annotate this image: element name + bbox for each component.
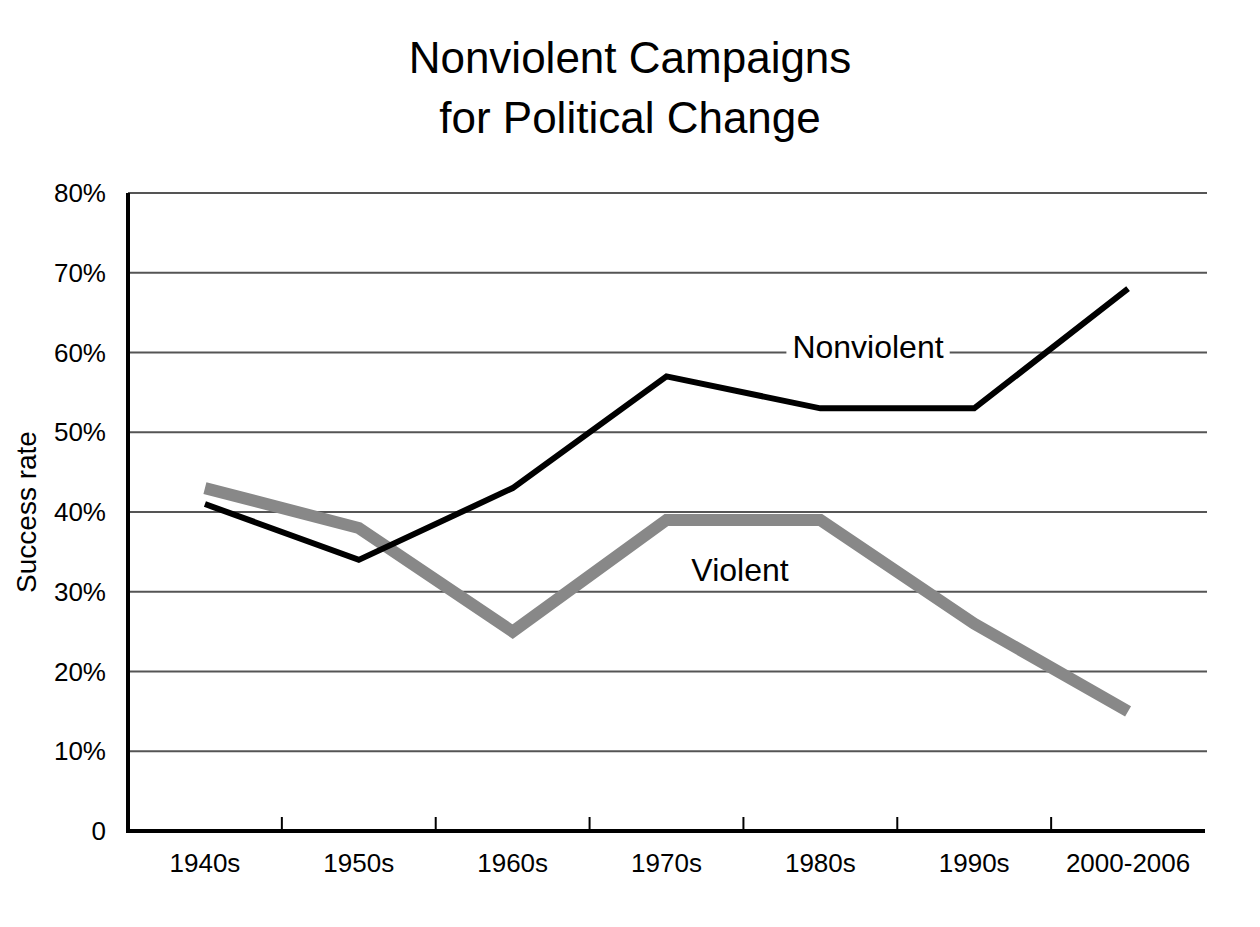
x-axis [126, 829, 1205, 833]
x-tick-label: 1980s [785, 848, 856, 878]
x-tick [589, 817, 591, 831]
chart-title: Nonviolent Campaigns for Political Chang… [385, 28, 875, 148]
grid-line [128, 431, 1207, 433]
grid-line [128, 750, 1207, 752]
y-tick-label: 40% [54, 497, 106, 527]
grid-line [128, 192, 1207, 194]
x-tick-label: 1960s [477, 848, 548, 878]
series-line [205, 289, 1128, 560]
grid-line [128, 272, 1207, 274]
chart: 0 10% 20% 30% 40% 50% 60% 70% 80% 1940s 1950s 1960s… [0, 0, 1260, 927]
series-label: Violent [691, 552, 788, 588]
y-axis [126, 193, 130, 833]
y-tick-label: 10% [54, 736, 106, 766]
x-tick [435, 817, 437, 831]
y-tick-label: 50% [54, 417, 106, 447]
y-tick-label: 20% [54, 657, 106, 687]
grid-line [128, 591, 1207, 593]
y-tick-label: 0 [92, 816, 106, 846]
y-axis-label: Success rate [11, 431, 42, 593]
x-tick [281, 817, 283, 831]
x-tick [1050, 817, 1052, 831]
y-tick-label: 80% [54, 178, 106, 208]
series-group [205, 289, 1128, 712]
title-wrap: Nonviolent Campaigns for Political Chang… [0, 28, 1260, 148]
series-label: Nonviolent [792, 329, 943, 365]
x-tick-label: 1950s [323, 848, 394, 878]
x-tick [896, 817, 898, 831]
y-tick-label: 60% [54, 338, 106, 368]
y-tick-label: 70% [54, 258, 106, 288]
x-tick-label: 1940s [170, 848, 241, 878]
series-line [205, 488, 1128, 711]
x-tick-label: 1970s [631, 848, 702, 878]
x-tick-label: 1990s [939, 848, 1010, 878]
x-tick-label: 2000-2006 [1066, 848, 1190, 878]
x-tick [742, 817, 744, 831]
y-tick-label: 30% [54, 577, 106, 607]
